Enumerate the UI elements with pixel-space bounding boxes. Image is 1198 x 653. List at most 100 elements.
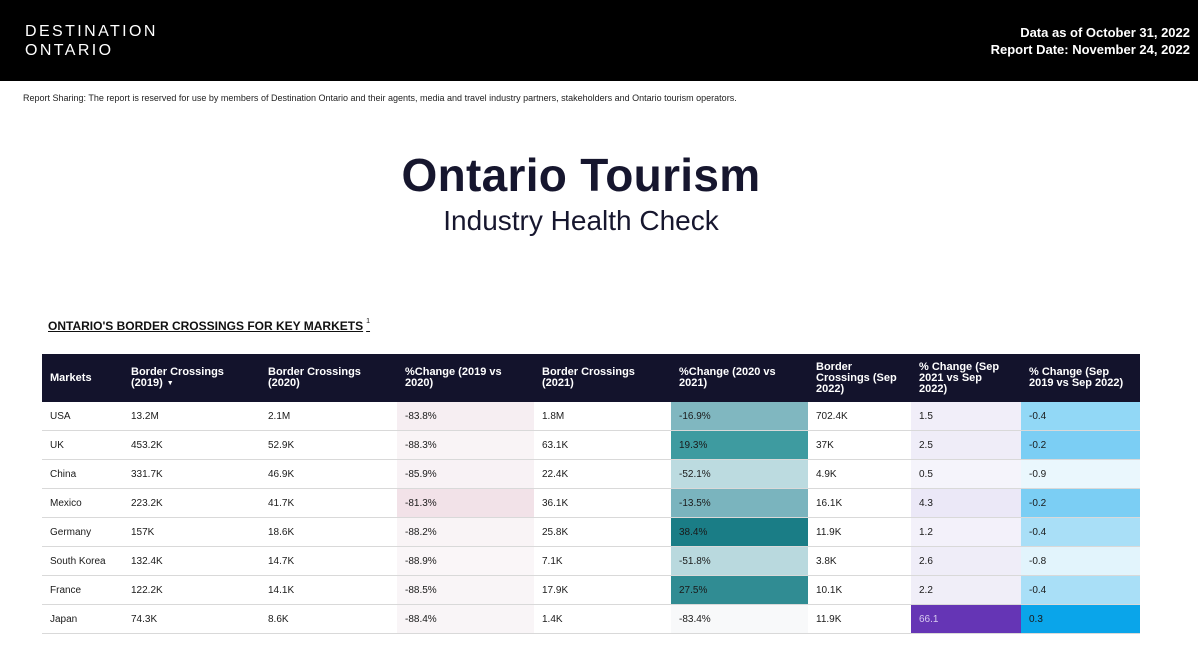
table-cell: -0.4 bbox=[1021, 575, 1140, 605]
report-date: Report Date: November 24, 2022 bbox=[990, 42, 1190, 57]
table-cell: 38.4% bbox=[671, 517, 808, 547]
table-cell: 74.3K bbox=[123, 604, 260, 634]
table-cell: -83.4% bbox=[671, 604, 808, 634]
table-row: Japan 74.3K 8.6K -88.4% 1.4K -83.4% 11.9K 66.1 0… bbox=[42, 604, 1140, 634]
table-cell: 10.1K bbox=[808, 575, 911, 605]
table-cell: 8.6K bbox=[260, 604, 397, 634]
table-cell: 223.2K bbox=[123, 488, 260, 518]
table-cell: -0.2 bbox=[1021, 430, 1140, 460]
table-cell: 3.8K bbox=[808, 546, 911, 576]
table-cell: 453.2K bbox=[123, 430, 260, 460]
table-cell: USA bbox=[42, 402, 123, 431]
table-cell: 37K bbox=[808, 430, 911, 460]
table-cell: 14.7K bbox=[260, 546, 397, 576]
table-cell: 0.5 bbox=[911, 459, 1021, 489]
sort-descending-icon[interactable]: ▼ bbox=[166, 380, 174, 387]
table-cell: 22.4K bbox=[534, 459, 671, 489]
data-as-of: Data as of October 31, 2022 bbox=[1020, 25, 1190, 40]
column-header-change-sep21-sep22[interactable]: % Change (Sep 2021 vs Sep 2022) bbox=[911, 354, 1021, 402]
table-cell: -51.8% bbox=[671, 546, 808, 576]
table-cell: 132.4K bbox=[123, 546, 260, 576]
table-cell: 27.5% bbox=[671, 575, 808, 605]
brand-line-2: ONTARIO bbox=[25, 42, 114, 59]
table-cell: 11.9K bbox=[808, 604, 911, 634]
table-row: France 122.2K 14.1K -88.5% 17.9K 27.5% 10.1K 2.… bbox=[42, 575, 1140, 605]
table-cell: 1.5 bbox=[911, 402, 1021, 431]
column-header-crossings-2019[interactable]: Border Crossings (2019) ▼ bbox=[123, 354, 260, 402]
destination-ontario-logo: DESTINATION ONTARIO bbox=[25, 22, 158, 60]
table-row: USA 13.2M 2.1M -83.8% 1.8M -16.9% 702.4K 1.5 -0.… bbox=[42, 402, 1140, 431]
table-cell: 14.1K bbox=[260, 575, 397, 605]
table-cell: 7.1K bbox=[534, 546, 671, 576]
column-header-crossings-sep-2022[interactable]: Border Crossings (Sep 2022) bbox=[808, 354, 911, 402]
table-cell: 41.7K bbox=[260, 488, 397, 518]
table-cell: 16.1K bbox=[808, 488, 911, 518]
brand-line-1: DESTINATION bbox=[25, 23, 158, 40]
table-cell: 2.6 bbox=[911, 546, 1021, 576]
footnote-marker: 1 bbox=[366, 318, 371, 325]
table-cell: -88.3% bbox=[397, 430, 534, 460]
table-cell: 36.1K bbox=[534, 488, 671, 518]
table-cell: 331.7K bbox=[123, 459, 260, 489]
table-cell: -88.5% bbox=[397, 575, 534, 605]
table-cell: -88.4% bbox=[397, 604, 534, 634]
report-sharing-note: Report Sharing: The report is reserved f… bbox=[23, 93, 737, 103]
table-cell: -83.8% bbox=[397, 402, 534, 431]
table-cell: 13.2M bbox=[123, 402, 260, 431]
table-cell: 1.2 bbox=[911, 517, 1021, 547]
report-dates: Data as of October 31, 2022 Report Date:… bbox=[991, 24, 1190, 58]
table-cell: -52.1% bbox=[671, 459, 808, 489]
table-cell: 4.9K bbox=[808, 459, 911, 489]
table-cell: -0.9 bbox=[1021, 459, 1140, 489]
table-cell: 18.6K bbox=[260, 517, 397, 547]
table-row: South Korea 132.4K 14.7K -88.9% 7.1K -51.8% 3.… bbox=[42, 546, 1140, 576]
table-cell: Germany bbox=[42, 517, 123, 547]
table-body: USA 13.2M 2.1M -83.8% 1.8M -16.9% 702.4K 1.5 -0.… bbox=[42, 402, 1140, 634]
column-header-crossings-2020[interactable]: Border Crossings (2020) bbox=[260, 354, 397, 402]
table-cell: 2.1M bbox=[260, 402, 397, 431]
table-cell: 122.2K bbox=[123, 575, 260, 605]
table-row: UK 453.2K 52.9K -88.3% 63.1K 19.3% 37K 2.5 -0.2 bbox=[42, 430, 1140, 460]
table-cell: South Korea bbox=[42, 546, 123, 576]
table-cell: 2.5 bbox=[911, 430, 1021, 460]
table-cell: 25.8K bbox=[534, 517, 671, 547]
table-cell: 157K bbox=[123, 517, 260, 547]
table-cell: 63.1K bbox=[534, 430, 671, 460]
table-cell: -13.5% bbox=[671, 488, 808, 518]
table-cell: -0.4 bbox=[1021, 517, 1140, 547]
table-cell: -0.4 bbox=[1021, 402, 1140, 431]
section-title-text: ONTARIO'S BORDER CROSSINGS FOR KEY MARKE… bbox=[48, 319, 364, 333]
table-cell: France bbox=[42, 575, 123, 605]
page-title: Ontario Tourism bbox=[401, 149, 761, 201]
table-cell: 2.2 bbox=[911, 575, 1021, 605]
column-header-crossings-2021[interactable]: Border Crossings (2021) bbox=[534, 354, 671, 402]
table-cell: 0.3 bbox=[1021, 604, 1140, 634]
table-cell: China bbox=[42, 459, 123, 489]
table-header-row: Markets Border Crossings (2019) ▼ Border … bbox=[42, 354, 1140, 402]
table-row: Mexico 223.2K 41.7K -81.3% 36.1K -13.5% 16.1K 4… bbox=[42, 488, 1140, 518]
table-cell: -85.9% bbox=[397, 459, 534, 489]
table-cell: 1.8M bbox=[534, 402, 671, 431]
table-row: China 331.7K 46.9K -85.9% 22.4K -52.1% 4.9K 0.5… bbox=[42, 459, 1140, 489]
table-cell: 702.4K bbox=[808, 402, 911, 431]
table-cell: 52.9K bbox=[260, 430, 397, 460]
table-cell: 19.3% bbox=[671, 430, 808, 460]
section-title: ONTARIO'S BORDER CROSSINGS FOR KEY MARKE… bbox=[48, 318, 370, 333]
column-header-markets[interactable]: Markets bbox=[42, 354, 123, 402]
report-header-bar: DESTINATION ONTARIO Data as of October 3… bbox=[0, 0, 1198, 81]
table-cell: -81.3% bbox=[397, 488, 534, 518]
table-cell: 66.1 bbox=[911, 604, 1021, 634]
table-cell: 17.9K bbox=[534, 575, 671, 605]
column-header-change-sep19-sep22[interactable]: % Change (Sep 2019 vs Sep 2022) bbox=[1021, 354, 1140, 402]
table-cell: -16.9% bbox=[671, 402, 808, 431]
column-header-change-2020-2021[interactable]: %Change (2020 vs 2021) bbox=[671, 354, 808, 402]
table-cell: -0.2 bbox=[1021, 488, 1140, 518]
border-crossings-table: Markets Border Crossings (2019) ▼ Border … bbox=[42, 354, 1140, 634]
table-cell: -0.8 bbox=[1021, 546, 1140, 576]
table-row: Germany 157K 18.6K -88.2% 25.8K 38.4% 11.9K 1.2… bbox=[42, 517, 1140, 547]
column-header-change-2019-2020[interactable]: %Change (2019 vs 2020) bbox=[397, 354, 534, 402]
table-cell: Japan bbox=[42, 604, 123, 634]
table-cell: 11.9K bbox=[808, 517, 911, 547]
table-cell: -88.2% bbox=[397, 517, 534, 547]
table-cell: 1.4K bbox=[534, 604, 671, 634]
